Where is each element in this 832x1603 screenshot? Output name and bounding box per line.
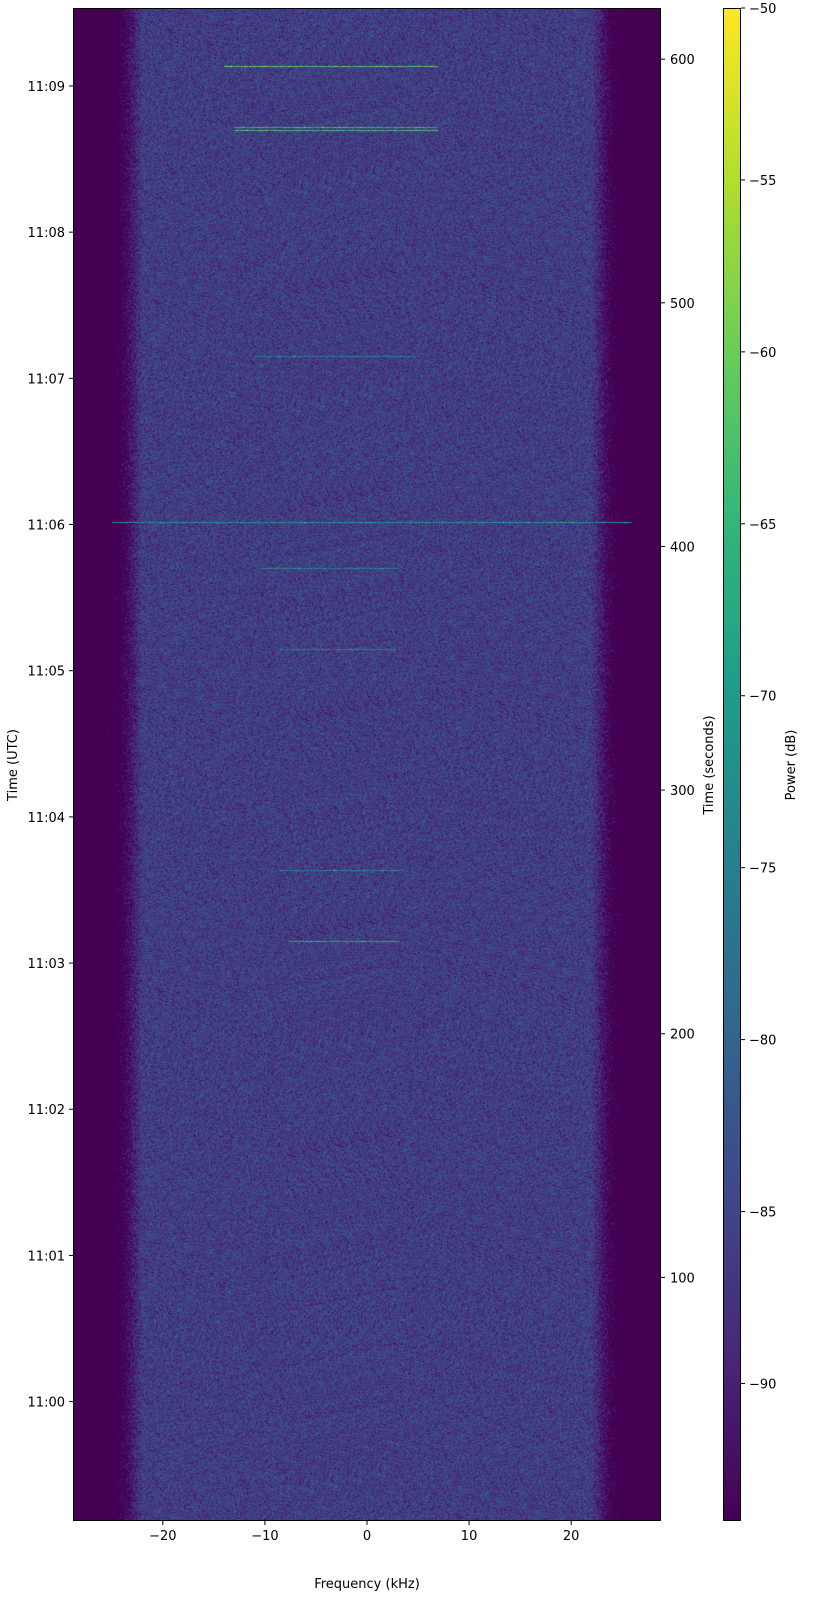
colorbar-tick-label: −70 <box>749 690 776 705</box>
right-y-tick-label: 200 <box>670 1028 695 1043</box>
x-tick-label: 20 <box>563 1529 580 1544</box>
x-tick-label: 0 <box>363 1529 371 1544</box>
left-y-tick-label: 11:09 <box>28 80 65 95</box>
left-y-tick-label: 11:07 <box>28 372 65 387</box>
right-y-tick-label: 300 <box>670 784 695 799</box>
left-y-axis-label: Time (UTC) <box>6 729 21 802</box>
left-y-tick-label: 11:03 <box>28 957 65 972</box>
colorbar-tick-label: −55 <box>749 174 776 189</box>
x-axis-label: Frequency (kHz) <box>314 1577 420 1592</box>
colorbar-tick-label: −90 <box>749 1377 776 1392</box>
left-y-tick-label: 11:02 <box>28 1103 65 1118</box>
left-y-tick-label: 11:00 <box>28 1396 65 1411</box>
right-y-axis-label: Time (seconds) <box>702 715 717 815</box>
x-tick-label: −10 <box>251 1529 278 1544</box>
plot-frame <box>73 8 661 1521</box>
left-y-tick-label: 11:04 <box>28 811 65 826</box>
x-tick-label: −20 <box>149 1529 176 1544</box>
colorbar-tick-label: −85 <box>749 1206 776 1221</box>
right-y-tick-label: 100 <box>670 1271 695 1286</box>
colorbar-tick-label: −80 <box>749 1034 776 1049</box>
left-y-tick-label: 11:08 <box>28 226 65 241</box>
colorbar-tick-label: −75 <box>749 862 776 877</box>
colorbar-label: Power (dB) <box>784 730 799 801</box>
right-y-tick-label: 600 <box>670 53 695 68</box>
left-y-tick-label: 11:05 <box>28 665 65 680</box>
colorbar-tick-label: −60 <box>749 346 776 361</box>
colorbar-tick-label: −50 <box>749 2 776 17</box>
spectrogram-image <box>73 8 661 1521</box>
right-y-tick-label: 500 <box>670 297 695 312</box>
colorbar-tick-label: −65 <box>749 518 776 533</box>
colorbar <box>723 8 741 1521</box>
x-tick-label: 10 <box>461 1529 478 1544</box>
colorbar-frame <box>723 8 741 1521</box>
right-y-tick-label: 400 <box>670 540 695 555</box>
left-y-tick-label: 11:01 <box>28 1249 65 1264</box>
left-y-tick-label: 11:06 <box>28 519 65 534</box>
